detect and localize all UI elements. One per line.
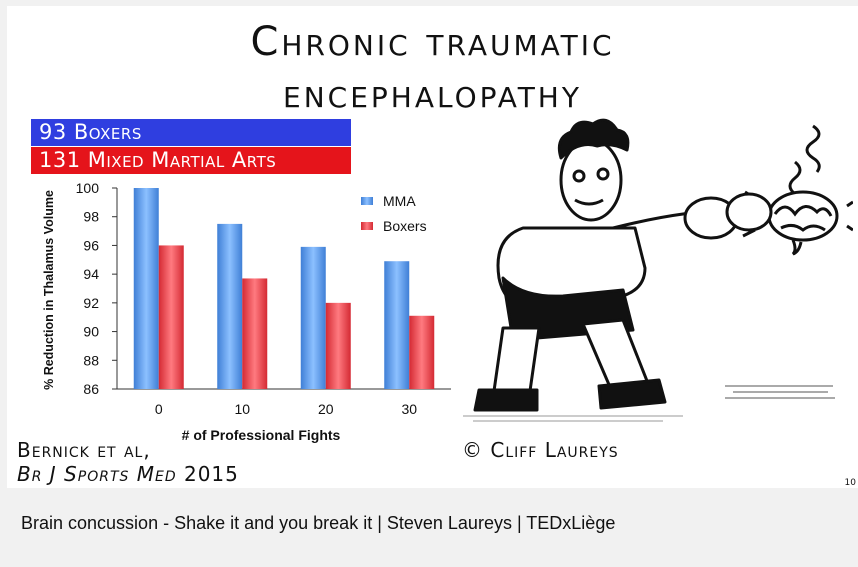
y-tick-label: 90 [83,324,99,340]
citation-year: 2015 [183,462,239,486]
mma-count-banner: 131 Mixed Martial Arts [31,147,351,174]
y-axis-label: % Reduction in Thalamus Volume [42,190,56,390]
bar-mma-20 [300,246,326,389]
slide-page-number: 10 [844,478,856,488]
bar-mma-0 [133,188,159,389]
boxer-cartoon-illustration [463,118,853,422]
y-tick-label: 98 [83,209,99,225]
y-tick-label: 92 [83,295,99,311]
bar-boxers-30 [409,315,435,389]
legend-swatch-mma [361,197,373,205]
y-tick-label: 88 [83,352,99,368]
y-tick-label: 100 [76,180,100,196]
bar-boxers-0 [158,245,184,389]
x-tick-label: 10 [234,401,250,417]
x-tick-label: 30 [401,401,417,417]
bar-mma-10 [217,223,243,389]
x-tick-label: 20 [318,401,334,417]
copyright-notice: © Cliff Laureys [462,438,619,462]
citation-journal-name: Br J Sports Med [17,462,177,486]
bar-boxers-20 [325,302,351,389]
boxer-figure [473,118,773,412]
citation-journal: Br J Sports Med 2015 [17,462,239,486]
slide-title-line1: Chronic traumatic [250,19,615,65]
legend-swatch-boxers [361,222,373,230]
y-tick-label: 94 [83,266,99,282]
boxers-count-banner: 93 Boxers [31,119,351,146]
y-tick-label: 96 [83,237,99,253]
x-tick-label: 0 [155,401,163,417]
x-axis-label: # of Professional Fights [182,427,341,443]
video-title[interactable]: Brain concussion - Shake it and you brea… [21,513,616,533]
thalamus-bar-chart: % Reduction in Thalamus Volume # of Prof… [42,180,451,443]
bar-mma-30 [384,261,410,389]
y-tick-label: 86 [83,381,99,397]
citation-authors: Bernick et al, [17,438,151,462]
bar-boxers-10 [242,278,268,389]
flying-brain-icon [739,124,853,256]
slide: Chronic traumatic encephalopathy 93 Boxe… [7,6,858,488]
legend-label-mma: MMA [383,193,416,209]
legend-label-boxers: Boxers [383,218,427,234]
slide-title-line2: encephalopathy [283,71,582,117]
